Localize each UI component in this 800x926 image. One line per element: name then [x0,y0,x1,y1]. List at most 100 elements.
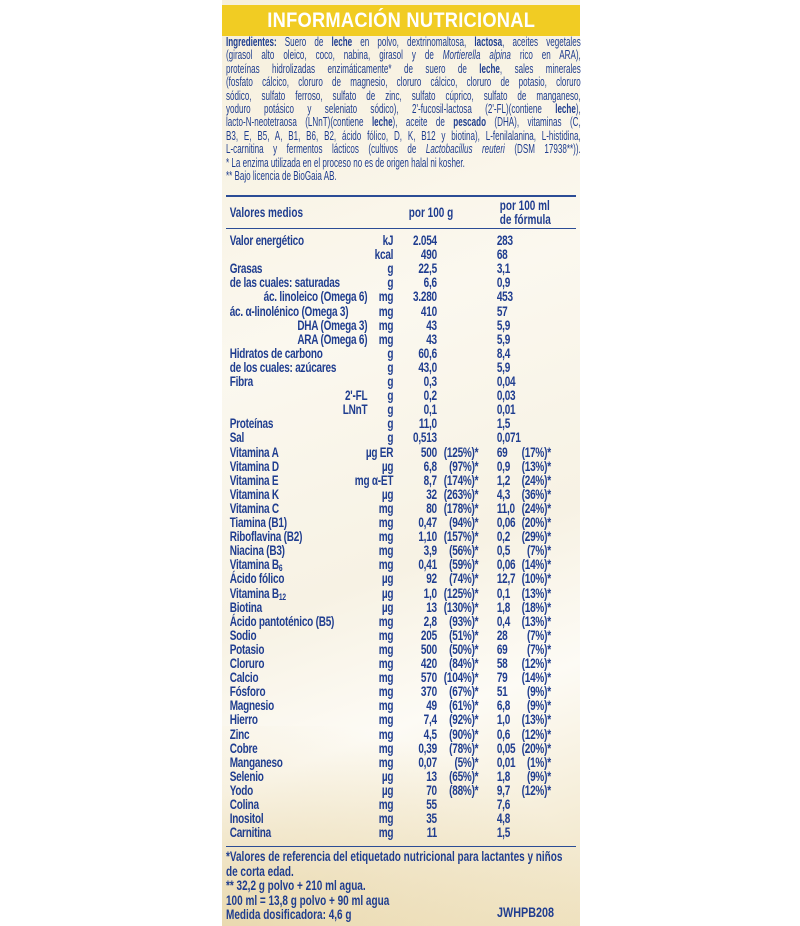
value-per-100ml: 11,0 [496,500,515,516]
percent-ref-per-100g: (50%)* [449,641,479,657]
value-per-100g: 3,9 [423,543,437,559]
footnote: ** 32,2 g polvo + 210 ml agua. [226,878,366,893]
unit: mg [378,670,394,686]
value-per-100g: 2.054 [413,233,437,248]
unit: mg [378,684,394,700]
nutrition-row: Vitamina C mg 80 (178%)* 11,0 (24%)* [226,500,582,516]
value-per-100g: 70 [426,782,437,798]
nutrition-row: Potasio mg 500 (50%)* 69 (7%)* [226,641,582,657]
ingredients-line: * La enzima utilizada en el proceso no e… [226,155,581,170]
unit: mg [378,726,394,742]
footnotes: *Valores de referencia del etiquetado nu… [226,849,582,923]
nutrient-name: ác. linoleico (Omega 6) [263,289,368,305]
value-per-100ml: 68 [496,247,508,263]
value-per-100ml: 0,6 [496,726,511,742]
percent-ref-per-100g: (90%)* [449,726,479,742]
nutrition-row: Fibra g 0,3 0,04 [226,375,582,389]
value-per-100ml: 8,4 [496,345,511,361]
nutrient-name: Fibra [229,374,254,389]
ingredient-text: (DHA), vitaminas (C, [485,115,581,130]
percent-ref-per-100ml: (36%)* [521,486,551,502]
nutrition-row: Vitamina B6 mg 0,41 (59%)* 0,06 (14%)* [226,557,582,574]
ingredient-highlight: leche [555,102,576,117]
unit: mg [378,797,394,812]
ingredient-text: , sales minerales [499,61,581,76]
ingredient-text: L-carnitina y fermentos lácticos (cultiv… [226,142,426,157]
ingredient-text: * La enzima utilizada en el proceso no e… [226,155,465,170]
value-per-100g: 1,0 [423,585,437,601]
value-per-100g: 6,8 [423,458,437,474]
percent-ref-per-100ml: (12%)* [521,782,551,798]
value-per-100g: 0,513 [413,430,437,446]
value-per-100ml: 6,8 [496,698,511,714]
percent-ref-per-100ml: (20%)* [521,740,551,756]
value-per-100g: 8,7 [423,472,437,488]
unit: g [387,402,394,418]
nutrition-row: Inositol mg 35 4,8 [226,812,582,826]
ingredient-text: (DSM 17938**)). [504,142,581,157]
ingredient-highlight: leche [371,115,393,130]
percent-ref-per-100ml: (13%)* [521,458,551,474]
divider [226,228,576,229]
percent-ref-per-100ml: (14%)* [521,670,551,686]
value-per-100ml: 69 [496,641,508,657]
percent-ref-per-100ml: (7%)* [526,627,551,643]
percent-ref-per-100g: (88%)* [449,782,479,798]
ingredients-line: Ingredientes: Suero de leche en polvo, d… [226,35,581,49]
nutrient-name: Colina [229,797,259,812]
value-per-100g: 22,5 [418,261,437,277]
header-per-100ml: por 100 ml de fórmula [500,199,551,227]
nutrition-row: Sal g 0,513 0,071 [226,431,582,445]
ingredient-text: yoduro potásico y seleniato sódico), 2'-… [226,102,556,117]
unit: mg [378,641,394,657]
value-per-100ml: 51 [496,684,508,700]
ingredients-line: (girasol alto oleico, coco, nabina, gira… [226,49,581,62]
percent-ref-per-100g: (104%)* [443,670,479,686]
ingredients-line: proteínas hidrolizadas enzimáticamente* … [226,61,581,76]
percent-ref-per-100ml: (10%)* [521,571,551,587]
nutrition-row: Cloruro mg 420 (84%)* 58 (12%)* [226,657,582,671]
nutrient-name: Valor energético [229,233,304,248]
nutrition-row: Hierro mg 7,4 (92%)* 1,0 (13%)* [226,713,582,727]
unit: g [387,261,394,277]
value-per-100g: 7,4 [423,712,437,728]
nutrient-name-subscript: 6 [278,563,283,574]
value-per-100g: 205 [420,627,437,643]
percent-ref-per-100ml: (24%)* [521,500,551,516]
percent-ref-per-100g: (125%)* [443,444,479,460]
value-per-100ml: 58 [496,656,508,671]
percent-ref-per-100ml: (9%)* [526,698,551,714]
percent-ref-per-100ml: (9%)* [526,768,551,784]
unit: mg [378,331,394,347]
value-per-100ml: 5,9 [496,359,511,375]
nutrient-name: Zinc [229,726,250,742]
ingredient-text: B3, E, B5, A, B1, B6, B2, ácido fólico, … [226,128,581,143]
ingredients-line: L-carnitina y fermentos lácticos (cultiv… [226,143,581,156]
value-per-100g: 0,47 [418,515,437,530]
value-per-100g: 92 [426,571,437,587]
value-per-100g: 2,8 [423,613,437,629]
value-per-100ml: 0,071 [496,430,521,446]
value-per-100g: 0,07 [418,754,437,770]
percent-ref-per-100ml: (29%)* [521,529,551,545]
value-per-100ml: 0,5 [496,543,511,559]
percent-ref-per-100ml: (7%)* [526,641,551,657]
nutrition-row: kcal 490 68 [226,248,582,262]
nutrition-row: Yodo µg 70 (88%)* 9,7 (12%)* [226,782,582,798]
value-per-100g: 55 [426,797,437,812]
value-per-100ml: 1,2 [496,472,511,488]
ingredients-line: lacto-N-neotetraosa (LNnT)(contiene lech… [226,116,581,129]
percent-ref-per-100g: (61%)* [449,698,479,714]
unit: mg [378,754,394,770]
nutrient-name: Ácido fólico [229,571,285,587]
value-per-100g: 32 [426,486,437,502]
nutrition-row: Hidratos de carbono g 60,6 8,4 [226,345,582,361]
footnote: de corta edad. [226,863,294,879]
unit: g [387,275,394,291]
percent-ref-per-100g: (94%)* [449,515,479,530]
percent-ref-per-100ml: (17%)* [521,444,551,460]
unit: mg [378,627,394,643]
unit: kcal [374,247,394,263]
percent-ref-per-100g: (56%)* [449,543,479,559]
percent-ref-per-100g: (59%)* [449,557,479,573]
